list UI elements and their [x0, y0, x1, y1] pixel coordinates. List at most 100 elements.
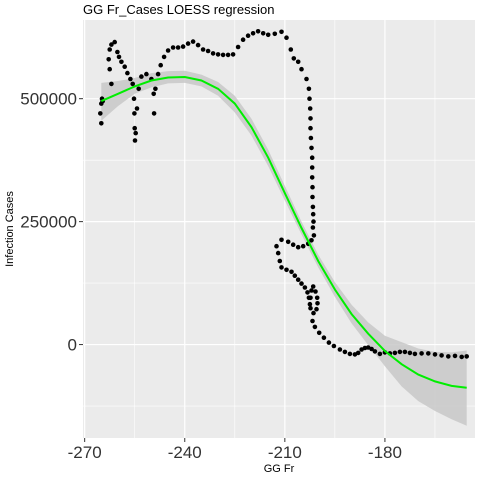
data-point	[310, 211, 316, 217]
data-point	[315, 301, 320, 306]
data-point	[392, 350, 398, 356]
data-point	[125, 70, 130, 76]
data-point	[284, 35, 289, 40]
major-gridlines	[83, 20, 475, 438]
data-point	[292, 273, 298, 279]
data-point	[355, 350, 361, 356]
data-point	[310, 318, 315, 324]
data-point	[439, 353, 444, 358]
data-point	[151, 91, 156, 97]
data-point	[312, 324, 318, 330]
y-tick-label: 500000	[20, 90, 77, 109]
data-point	[200, 47, 206, 52]
data-point	[311, 310, 316, 316]
data-point	[295, 59, 301, 65]
data-point	[132, 138, 138, 143]
data-point	[412, 351, 418, 357]
data-point	[309, 155, 315, 160]
data-point	[402, 349, 408, 355]
data-point	[161, 54, 167, 60]
data-point	[308, 305, 313, 311]
data-point	[274, 243, 279, 249]
data-point	[299, 66, 304, 72]
y-axis-title: Infection Cases	[4, 191, 16, 267]
data-point	[98, 111, 103, 116]
data-point	[230, 52, 236, 57]
data-point	[342, 349, 348, 355]
data-point	[309, 288, 314, 293]
data-point	[452, 353, 458, 359]
data-point	[464, 354, 470, 359]
data-point	[307, 106, 313, 111]
x-tick-label: -270	[68, 443, 102, 462]
data-point	[310, 184, 315, 190]
data-point	[136, 86, 141, 92]
data-point	[372, 349, 378, 354]
data-point	[132, 111, 137, 116]
data-point	[139, 74, 144, 79]
data-point	[316, 330, 322, 336]
data-point	[310, 194, 315, 200]
data-point	[304, 76, 309, 82]
data-point	[277, 258, 283, 264]
data-point	[313, 289, 318, 294]
data-point	[331, 343, 337, 349]
data-point	[302, 285, 308, 290]
data-point	[99, 121, 104, 126]
data-point	[284, 267, 289, 273]
y-axis: 0 250000 500000	[20, 90, 83, 355]
data-point	[109, 81, 114, 87]
data-point	[314, 295, 320, 301]
y-tick-label: 0	[68, 336, 77, 355]
data-point	[153, 86, 158, 92]
data-point	[305, 290, 310, 295]
data-point	[310, 204, 316, 210]
data-point	[289, 269, 294, 275]
data-point	[240, 37, 246, 42]
data-point	[326, 340, 332, 345]
data-point	[307, 96, 312, 101]
data-point	[170, 45, 176, 50]
x-axis: -270 -240 -210 -180	[68, 438, 402, 462]
chart-title: GG Fr_Cases LOESS regression	[83, 2, 274, 17]
data-point	[215, 52, 221, 57]
data-point	[180, 44, 186, 49]
data-point	[291, 56, 297, 61]
data-point	[151, 111, 157, 116]
data-point	[130, 81, 135, 87]
data-point	[459, 354, 465, 360]
data-point	[132, 125, 137, 131]
data-point	[195, 42, 201, 48]
data-point	[295, 277, 301, 283]
data-point	[144, 71, 149, 77]
data-point	[220, 52, 226, 58]
confidence-band	[101, 70, 467, 426]
data-point	[309, 145, 314, 151]
data-point	[279, 29, 284, 35]
data-point	[107, 47, 112, 52]
data-point	[288, 47, 294, 52]
data-point	[250, 31, 256, 36]
data-point	[285, 239, 291, 245]
data-point	[446, 354, 451, 359]
data-point	[115, 49, 120, 55]
x-tick-label: -180	[368, 443, 402, 462]
data-point	[309, 175, 315, 180]
data-point	[337, 347, 343, 352]
data-point	[426, 351, 431, 356]
data-point	[128, 76, 133, 82]
data-point	[210, 51, 216, 56]
data-point	[347, 351, 353, 357]
data-point	[175, 45, 181, 50]
data-point	[310, 225, 316, 230]
data-point	[310, 284, 316, 289]
data-point	[369, 346, 374, 352]
data-point	[112, 39, 117, 45]
data-point	[309, 238, 314, 243]
data-point	[122, 64, 127, 69]
data-point	[279, 237, 284, 243]
data-point	[300, 243, 306, 249]
data-point	[308, 116, 313, 121]
data-point	[314, 306, 319, 312]
x-tick-label: -240	[168, 443, 202, 462]
